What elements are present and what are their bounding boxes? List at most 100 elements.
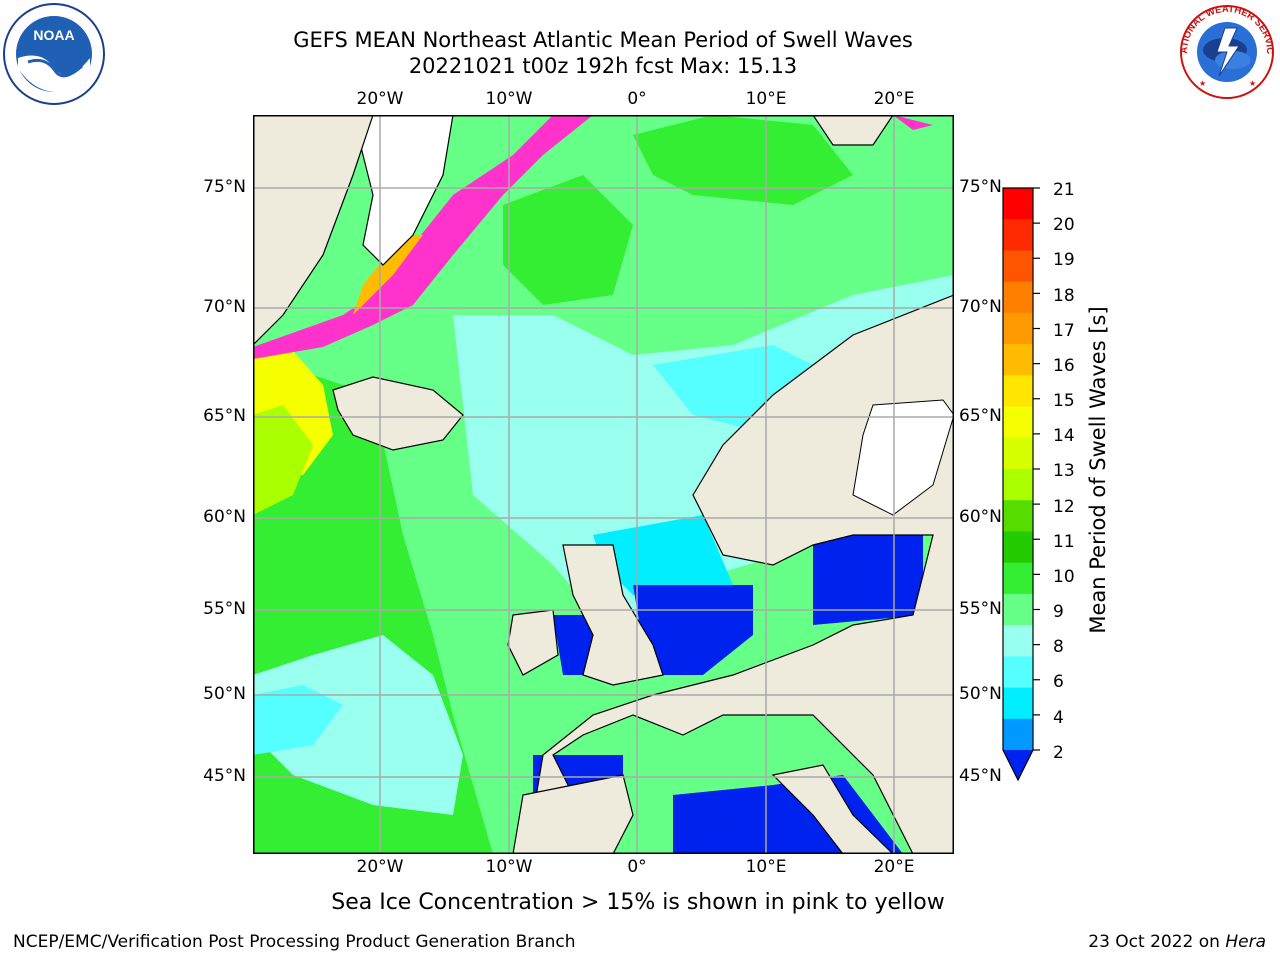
- lat-label-left-70n: 70°N: [203, 297, 246, 317]
- lat-label-left-50n: 50°N: [203, 684, 246, 704]
- colorbar-segment: [1003, 281, 1033, 314]
- iceland-land: [332, 376, 464, 451]
- colorbar-tick-18: 18: [1053, 286, 1075, 306]
- colorbar-segment: [1003, 656, 1033, 689]
- noaa-logo: NOAA: [3, 3, 105, 105]
- lat-label-right-70n: 70°N: [959, 297, 1002, 317]
- lat-label-right-75n: 75°N: [959, 177, 1002, 197]
- colorbar-tick-9: 9: [1053, 602, 1064, 622]
- ocean-field-north-sea: [593, 515, 733, 605]
- colorbar-segment: [1003, 344, 1033, 376]
- colorbar-tick-15: 15: [1053, 391, 1075, 411]
- colorbar-extend-arrow: [1003, 750, 1033, 780]
- ocean-field-south-north-sea: [633, 585, 753, 675]
- colorbar-tick-13: 13: [1053, 461, 1075, 481]
- lon-label-top-20w: 20°W: [356, 89, 404, 109]
- svalbard-land: [812, 115, 894, 146]
- colorbar-segment: [1003, 469, 1033, 501]
- colorbar-segment: [1003, 593, 1033, 626]
- host-name: Hera: [1225, 932, 1266, 952]
- colorbar-tick-marks: [1033, 187, 1040, 751]
- lat-label-left-55n: 55°N: [203, 599, 246, 619]
- colorbar-tick-21: 21: [1053, 180, 1075, 200]
- chart-subtitle: 20221021 t00z 192h fcst Max: 15.13: [408, 54, 798, 78]
- map-frame: [253, 115, 954, 854]
- lon-label-bottom-10e: 10°E: [745, 857, 787, 877]
- ocean-field-baltic: [813, 525, 923, 625]
- ocean-field-west-cyan: [253, 685, 343, 755]
- ocean-field-west-lightcyan: [253, 635, 463, 815]
- colorbar-tick-12: 12: [1053, 497, 1075, 517]
- colorbar-segment: [1003, 406, 1033, 439]
- ocean-field-arctic-green: [633, 115, 853, 205]
- lat-label-right-55n: 55°N: [959, 599, 1002, 619]
- colorbar-segments: [1003, 188, 1033, 751]
- lat-label-right-45n: 45°N: [959, 766, 1002, 786]
- noaa-logo-text: NOAA: [33, 27, 74, 43]
- map-graticule: [253, 115, 954, 854]
- lat-label-right-50n: 50°N: [959, 684, 1002, 704]
- colorbar-segment: [1003, 437, 1033, 470]
- colorbar-tick-16: 16: [1053, 356, 1075, 376]
- lat-label-right-65n: 65°N: [959, 406, 1002, 426]
- sea-ice-edge-pink: [253, 115, 593, 359]
- colorbar-tick-4: 4: [1053, 708, 1064, 728]
- colorbar-tick-6: 6: [1053, 672, 1064, 692]
- lon-label-bottom-20w: 20°W: [356, 857, 404, 877]
- colorbar-segment: [1003, 531, 1033, 564]
- colorbar-segment: [1003, 312, 1033, 345]
- lat-label-left-60n: 60°N: [203, 507, 246, 527]
- wave-period-map: [253, 115, 954, 854]
- ocean-field-north-green: [503, 175, 633, 305]
- chart-title: GEFS MEAN Northeast Atlantic Mean Period…: [293, 28, 913, 52]
- lon-label-top-10w: 10°W: [485, 89, 533, 109]
- nws-logo: NATIONAL WEATHER SERVICE ★ ★: [1177, 2, 1275, 99]
- italy-land: [771, 764, 894, 854]
- colorbar-segment: [1003, 219, 1033, 251]
- colorbar-tick-19: 19: [1053, 250, 1075, 270]
- lon-label-top-20e: 20°E: [873, 89, 915, 109]
- run-date-credit: 23 Oct 2022 on Hera: [1088, 932, 1266, 952]
- colorbar-tick-11: 11: [1053, 532, 1075, 552]
- sea-ice-note: Sea Ice Concentration > 15% is shown in …: [331, 890, 945, 915]
- sea-ice-svalbard: [893, 115, 933, 130]
- lon-label-top-10e: 10°E: [745, 89, 787, 109]
- lon-label-bottom-0: 0°: [627, 857, 647, 877]
- colorbar-label: Mean Period of Swell Waves [s]: [1086, 306, 1110, 634]
- great-britain-land: [562, 544, 664, 686]
- producer-credit: NCEP/EMC/Verification Post Processing Pr…: [13, 932, 576, 952]
- ocean-field-irish-sea: [553, 615, 593, 675]
- lat-label-left-75n: 75°N: [203, 177, 246, 197]
- european-mainland: [512, 294, 954, 854]
- colorbar-segment: [1003, 687, 1033, 720]
- greenland-coast: [253, 115, 374, 346]
- colorbar-segment: [1003, 562, 1033, 595]
- greenland-land: [352, 115, 454, 266]
- svg-text:★: ★: [1199, 79, 1206, 88]
- lat-label-right-60n: 60°N: [959, 507, 1002, 527]
- colorbar-tick-10: 10: [1053, 567, 1075, 587]
- colorbar-tick-8: 8: [1053, 637, 1064, 657]
- iberia-land: [512, 774, 634, 854]
- scandinavian-interior: [852, 399, 954, 516]
- lat-label-left-65n: 65°N: [203, 406, 246, 426]
- colorbar: [1002, 187, 1040, 782]
- colorbar-outline: [1002, 187, 1034, 782]
- lat-label-left-45n: 45°N: [203, 766, 246, 786]
- colorbar-segment: [1003, 188, 1033, 220]
- lon-label-bottom-10w: 10°W: [485, 857, 533, 877]
- ocean-field-denmark-strait-2: [253, 405, 313, 515]
- colorbar-tick-17: 17: [1053, 321, 1075, 341]
- svg-text:★: ★: [1249, 79, 1256, 88]
- colorbar-tick-2: 2: [1053, 743, 1064, 763]
- sea-ice-edge-yellow: [353, 235, 423, 315]
- colorbar-tick-14: 14: [1053, 426, 1075, 446]
- colorbar-tick-20: 20: [1053, 215, 1075, 235]
- run-date: 23 Oct 2022 on: [1088, 932, 1226, 952]
- colorbar-segment: [1003, 250, 1033, 283]
- colorbar-segment: [1003, 375, 1033, 408]
- colorbar-segment: [1003, 500, 1033, 532]
- lon-label-top-0: 0°: [627, 89, 647, 109]
- colorbar-segment: [1003, 625, 1033, 657]
- colorbar-segment: [1003, 718, 1033, 751]
